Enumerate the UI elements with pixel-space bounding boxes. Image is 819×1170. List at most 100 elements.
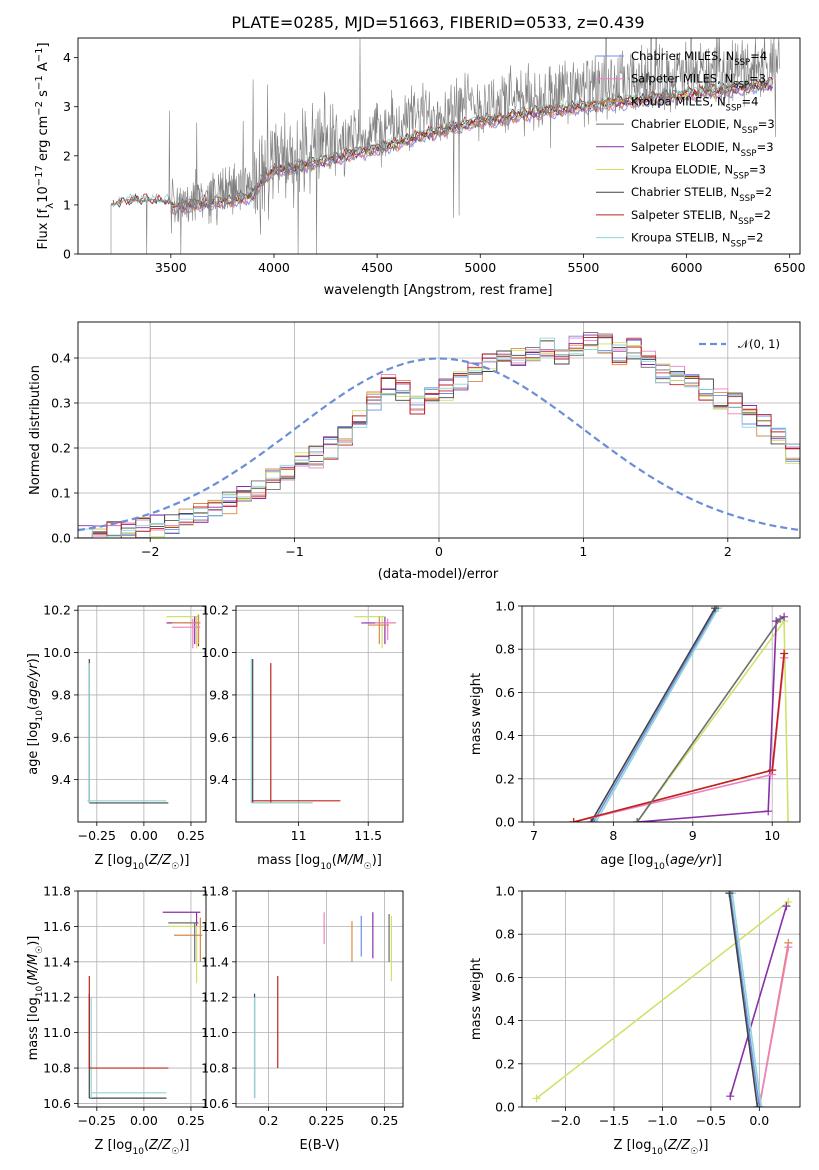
- legend-entry: Chabrier STELIB, NSSP=2: [631, 185, 772, 204]
- residual-histogram: [78, 337, 800, 538]
- y-tick-label: 0.2: [495, 1056, 515, 1071]
- series-marker: [569, 818, 578, 822]
- residual-histogram: [78, 337, 800, 538]
- panel-Z-vs-mass: −0.25 0.00 0.25 10.6 10.8 11.0 11.2 11.4 11.6 11.…: [26, 884, 207, 1157]
- plot-area: [87, 614, 201, 804]
- y-tick-label: 11.0: [201, 1025, 229, 1040]
- axes-frame: [235, 890, 404, 1108]
- observed-spectrum-line: [110, 38, 780, 254]
- legend-entry: Chabrier ELODIE, NSSP=3: [631, 117, 775, 136]
- legend-entry: 𝒩(0, 1): [738, 337, 780, 351]
- legend-entry: Kroupa ELODIE, NSSP=3: [631, 163, 766, 182]
- x-tick-label: −1.0: [647, 1113, 677, 1128]
- y-tick-label: 11.4: [201, 954, 229, 969]
- axes-frame: [521, 890, 801, 1108]
- series-marker: [587, 818, 596, 822]
- x-tick-label: −0.25: [78, 1113, 116, 1128]
- x-axis-label: age [log10(age/yr)]: [600, 853, 722, 872]
- x-axis-label: Z [log10(Z/Z☉)]: [614, 1138, 709, 1157]
- y-tick-label: 0: [63, 247, 71, 262]
- y-tick-label: 3: [63, 99, 71, 114]
- y-axis-label: mass [log10(M/M☉)]: [26, 936, 45, 1061]
- y-tick-label: 10.0: [201, 645, 229, 660]
- x-tick-label: 0.25: [371, 1113, 399, 1128]
- panel-spectrum: 3500 4000 4500 5000 5500 6000 6500 0 1 2 3 4 wavelen…: [34, 37, 806, 298]
- legend-entry: Kroupa MILES, NSSP=4: [631, 94, 758, 113]
- plot-area: [253, 912, 393, 1099]
- residual-histogram: [78, 337, 800, 538]
- plot-area: [532, 891, 793, 1107]
- x-tick-label: 6000: [671, 260, 703, 275]
- y-tick-label: 0.4: [51, 351, 71, 366]
- y-axis-label: age [log10(age/yr)]: [26, 653, 45, 775]
- axes-frame: [235, 605, 404, 823]
- y-tick-label: 10.2: [201, 603, 229, 618]
- x-axis-label: E(B-V): [299, 1138, 339, 1153]
- y-tick-label: 0.8: [495, 642, 515, 657]
- series-marker: [782, 902, 791, 911]
- y-tick-label: 10.6: [201, 1096, 229, 1111]
- legend-entry: Salpeter STELIB, NSSP=2: [631, 208, 771, 227]
- series-marker: [784, 897, 793, 906]
- y-tick-label: 1.0: [495, 599, 515, 614]
- series-line: [636, 618, 781, 822]
- panel-Z-vs-age: −0.25 0.00 0.25 9.4 9.6 9.8 10.0 10.2 Z [log10(Z…: [26, 603, 207, 872]
- x-axis-label: wavelength [Angstrom, rest frame]: [324, 283, 553, 298]
- x-tick-label: 0.00: [130, 828, 158, 843]
- series-line: [636, 618, 789, 822]
- y-axis-label: mass weight: [469, 673, 484, 755]
- series-line: [728, 893, 759, 1107]
- y-tick-label: 11.8: [201, 884, 229, 899]
- x-tick-label: −0.5: [696, 1113, 726, 1128]
- y-tick-label: 0.8: [495, 927, 515, 942]
- x-tick-label: −2: [141, 544, 159, 559]
- series-line: [729, 905, 788, 1097]
- series-marker: [780, 649, 789, 658]
- y-axis-label: mass weight: [469, 958, 484, 1040]
- x-tick-label: 7: [530, 828, 538, 843]
- x-tick-label: 9: [689, 828, 697, 843]
- x-tick-label: 6500: [774, 260, 806, 275]
- series-marker: [753, 1103, 762, 1107]
- x-axis-label: Z [log10(Z/Z☉)]: [95, 853, 190, 872]
- legend-entry: Salpeter ELODIE, NSSP=3: [631, 140, 774, 159]
- series-line: [590, 607, 716, 822]
- x-axis-label: mass [log10(M/M☉)]: [257, 853, 382, 872]
- x-tick-label: 0.2: [259, 1113, 279, 1128]
- y-tick-label: 2: [63, 148, 71, 163]
- panel-mass-vs-age: 11 11.5 9.4 9.6 9.8 10.0 10.2 mass [log10(M/M☉)…: [201, 603, 404, 872]
- axes-frame: [77, 890, 207, 1108]
- x-tick-label: −0.25: [78, 828, 116, 843]
- series-marker: [532, 1094, 541, 1103]
- y-tick-label: 9.6: [51, 730, 71, 745]
- residual-histogram: [78, 335, 800, 538]
- residual-histogram: [78, 335, 800, 538]
- series-marker: [591, 818, 600, 822]
- x-tick-label: 3500: [155, 260, 187, 275]
- series-marker: [780, 612, 789, 621]
- legend-entry: Kroupa STELIB, NSSP=2: [631, 231, 763, 250]
- series-line: [729, 893, 761, 1107]
- x-tick-label: 0.00: [130, 1113, 158, 1128]
- y-tick-label: 4: [63, 50, 71, 65]
- x-tick-label: 1: [579, 544, 587, 559]
- series-marker: [768, 766, 777, 775]
- series-marker: [757, 1103, 766, 1107]
- series-marker: [726, 1092, 735, 1101]
- series-line: [592, 607, 718, 822]
- x-tick-label: 4000: [258, 260, 290, 275]
- y-tick-label: 0.2: [495, 771, 515, 786]
- normal-curve: [78, 357, 800, 532]
- y-tick-label: 9.4: [209, 772, 229, 787]
- y-tick-label: 9.8: [51, 687, 71, 702]
- series-line: [595, 607, 719, 822]
- y-tick-label: 0.4: [495, 728, 515, 743]
- axes-frame: [77, 321, 801, 539]
- y-tick-label: 0.1: [51, 486, 71, 501]
- series-line: [758, 947, 790, 1107]
- residual-histogram: [78, 337, 800, 538]
- y-tick-label: 0.0: [495, 1100, 515, 1115]
- series-line: [731, 893, 763, 1107]
- y-axis-label: Normed distribution: [28, 365, 43, 495]
- x-tick-label: 0.25: [177, 828, 205, 843]
